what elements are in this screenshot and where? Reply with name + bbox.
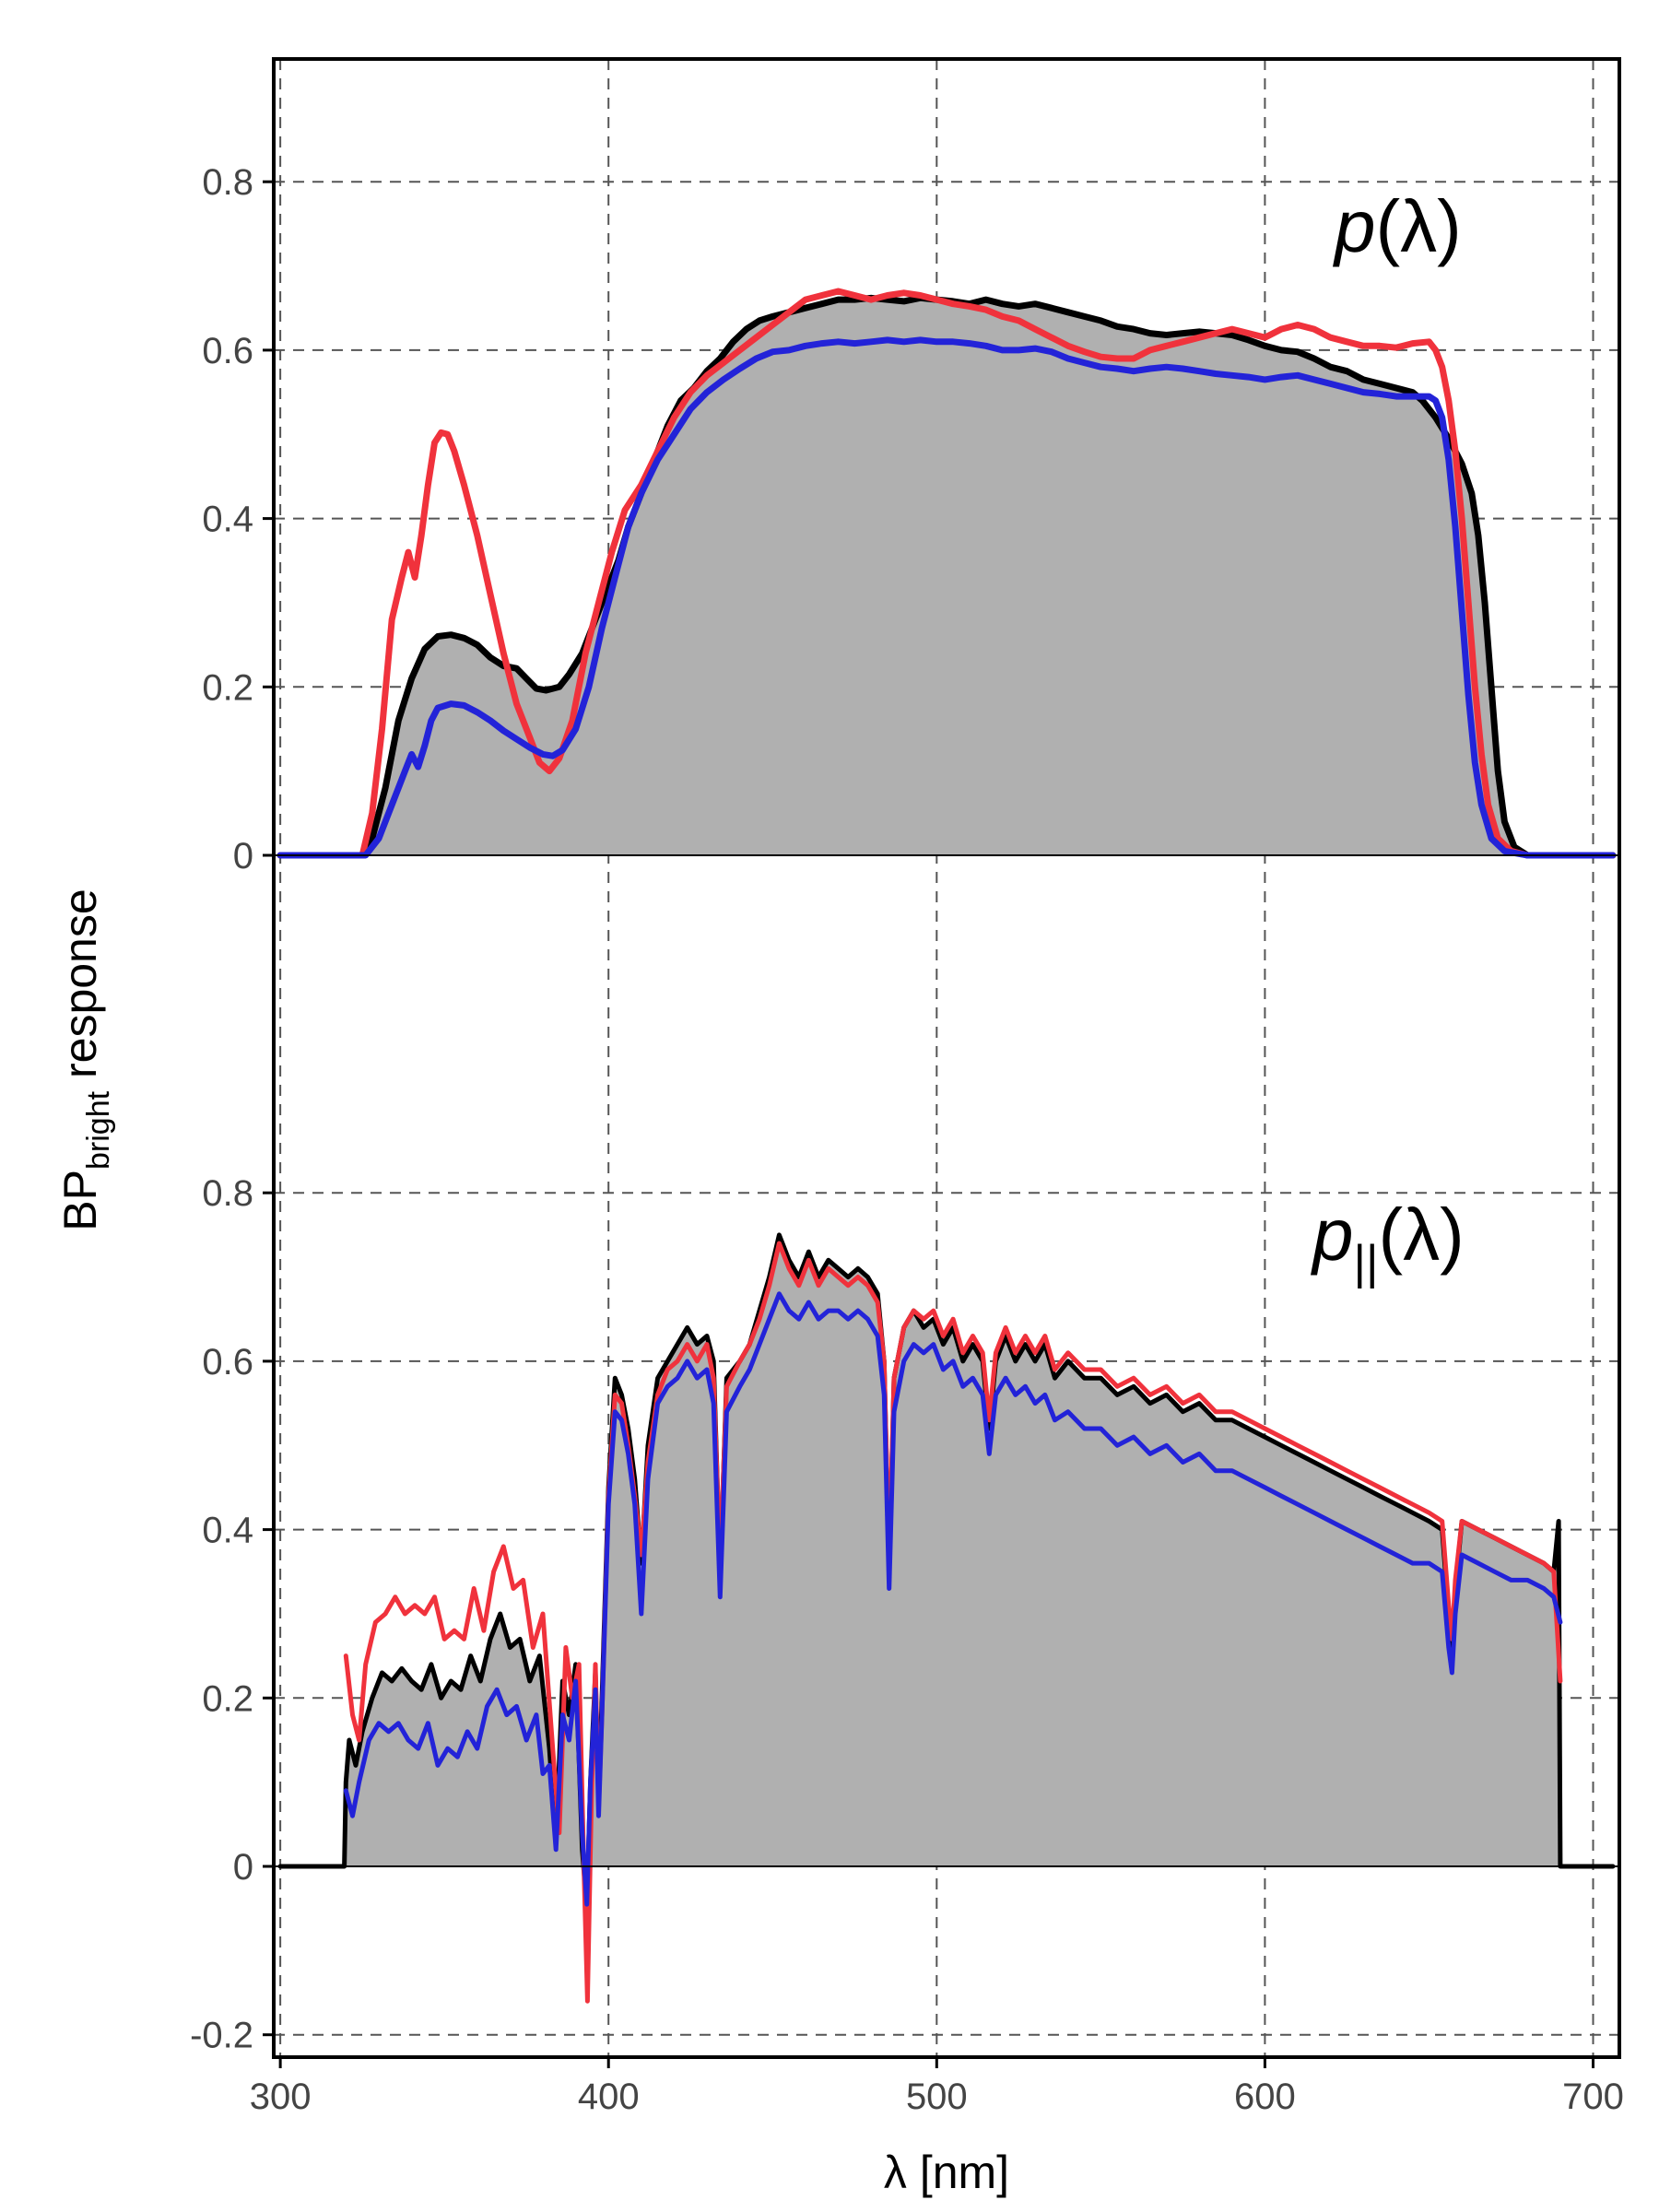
panel-label-bottom-sub: ||	[1354, 1236, 1379, 1289]
panel-label-top-rest: (λ)	[1376, 185, 1462, 267]
panel-label-bottom: p||(λ)	[1311, 1194, 1465, 1289]
fill-layer	[280, 298, 1613, 1909]
y-tick-label: 0.8	[202, 162, 253, 203]
x-tick-label: 500	[906, 2077, 968, 2117]
x-tick-label: 300	[250, 2077, 312, 2117]
panel-label-bottom-main: p	[1311, 1194, 1354, 1276]
y-tick-label: 0.8	[202, 1173, 253, 1214]
panel-label-bottom-rest: (λ)	[1379, 1194, 1465, 1276]
y-tick-label: 0	[233, 1847, 253, 1888]
y-tick-label: -0.2	[190, 2016, 253, 2056]
x-tick-label: 400	[578, 2077, 640, 2117]
x-tick-label: 600	[1234, 2077, 1296, 2117]
series-line-red	[276, 288, 1617, 859]
series-line-black	[277, 1232, 1616, 1912]
y-axis-title-sub: bright	[81, 1090, 116, 1170]
y-axis-title-rest: response	[54, 888, 106, 1078]
panel-label-top-main: p	[1333, 185, 1376, 267]
response-fill-area	[280, 298, 1613, 855]
series-line-blue	[276, 336, 1617, 859]
y-tick-label: 0.6	[202, 331, 253, 371]
zero-layer	[274, 854, 1619, 1867]
y-tick-label: 0.2	[202, 667, 253, 708]
y-tick-label: 0.6	[202, 1342, 253, 1382]
x-tick-label: 700	[1562, 2077, 1624, 2117]
y-axis-title: BPbright response	[54, 888, 116, 1230]
y-tick-label: 0.2	[202, 1678, 253, 1719]
y-tick-label: 0.4	[202, 500, 253, 540]
response-fill-area	[280, 1234, 1613, 1909]
y-axis-title-spacer	[54, 1078, 106, 1091]
y-tick-label: 0.4	[202, 1511, 253, 1551]
series-line-red	[343, 1241, 1563, 2004]
x-axis-title: λ [nm]	[884, 2147, 1009, 2198]
y-axis-title-main: BP	[54, 1170, 106, 1231]
panel-label-top: p(λ)	[1333, 185, 1462, 267]
y-tick-label: 0	[233, 836, 253, 877]
axis-layer: 300 400 500 600 700 0 0.2 0.4 0.6 0.8 -0.2 0 0.2 0.4 0…	[190, 162, 1624, 2117]
series-line-blue	[343, 1291, 1563, 1907]
plot-frame	[272, 57, 1621, 2059]
series-layer	[276, 288, 1617, 2004]
